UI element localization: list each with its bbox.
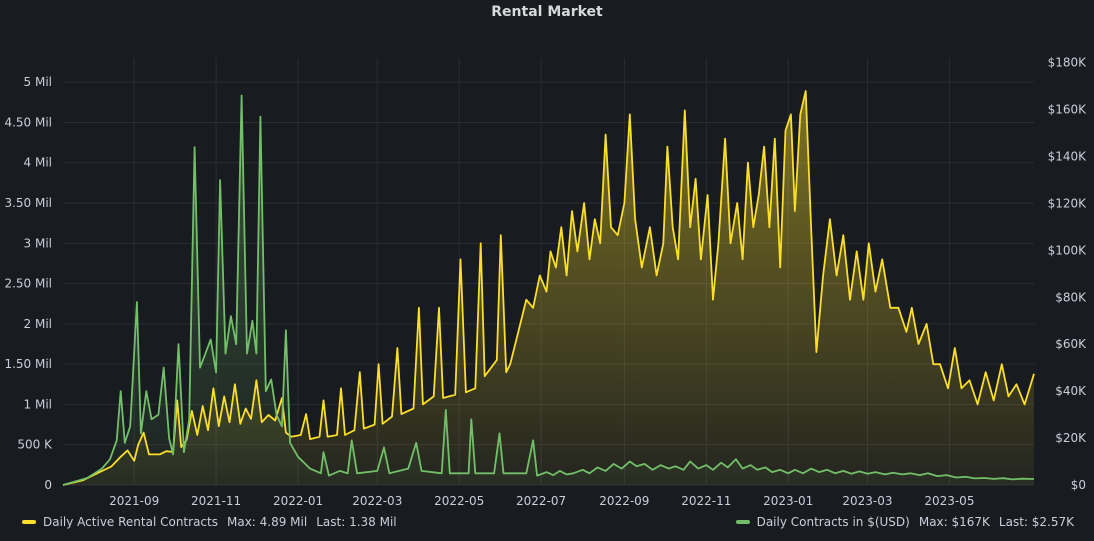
y-right-tick-label: $20K [1055,431,1087,445]
chart-title: Rental Market [491,4,603,20]
legend-item-rental-contracts[interactable]: Daily Active Rental Contracts Max: 4.89 … [22,515,397,529]
legend-series-name: Daily Active Rental Contracts [43,515,218,529]
x-tick-label: 2022-01 [273,494,323,508]
legend-last: Last: $2.57K [998,515,1074,529]
y-right-tick-label: $180K [1048,56,1088,70]
y-right-tick-label: $120K [1048,196,1088,210]
y-left-tick-label: 5 Mil [24,75,52,89]
y-left-tick-label: 1.50 Mil [4,357,52,371]
x-tick-label: 2022-03 [352,494,402,508]
y-right-tick-label: $80K [1055,290,1087,304]
y-left-tick-label: 2 Mil [24,317,52,331]
series-contracts-usd-line [62,94,1035,486]
legend-last: Last: 1.38 Mil [316,515,397,529]
y-left-tick-label: 500 K [17,438,53,452]
y-left-tick-label: 0 [44,478,52,492]
legend-swatch-green [735,520,750,524]
y-left-tick-label: 4 Mil [24,156,52,170]
y-left-tick-label: 3 Mil [24,236,52,250]
y-right-tick-label: $140K [1048,150,1088,164]
legend-max: Max: $167K [918,515,990,529]
x-tick-label: 2021-09 [109,494,159,508]
y-right-tick-label: $40K [1055,384,1087,398]
series-rental-contracts-line [62,90,1035,486]
y-left-tick-label: 2.50 Mil [4,277,52,291]
y-right-tick-label: $100K [1048,243,1088,257]
x-tick-label: 2022-09 [599,494,649,508]
x-tick-label: 2022-07 [516,494,566,508]
x-tick-label: 2023-03 [842,494,892,508]
legend-swatch-yellow [22,520,36,524]
legend-series-name: Daily Contracts in $(USD) [756,515,910,529]
series-rental-contracts-area [63,91,1034,485]
x-tick-label: 2023-01 [763,494,813,508]
y-right-tick-label: $160K [1048,103,1088,117]
legend-item-contracts-usd[interactable]: Daily Contracts in $(USD) Max: $167K Las… [735,515,1074,529]
tick-layer: 0 500 K 1 Mil 1.50 Mil 2 Mil 2.50 Mil 3 Mil 3.5… [4,56,1087,508]
area-layer [63,91,1034,485]
x-tick-label: 2023-05 [924,494,974,508]
series-contracts-usd-area [63,95,1034,485]
line-layer [62,90,1035,486]
legend-max: Max: 4.89 Mil [226,515,308,529]
y-left-tick-label: 3.50 Mil [4,196,52,210]
y-left-tick-label: 4.50 Mil [4,115,52,129]
x-tick-label: 2022-05 [434,494,484,508]
x-tick-label: 2021-11 [191,494,241,508]
y-right-tick-label: $60K [1055,337,1087,351]
y-right-tick-label: $0 [1071,478,1086,492]
y-left-tick-label: 1 Mil [24,397,52,411]
x-tick-label: 2022-11 [681,494,731,508]
